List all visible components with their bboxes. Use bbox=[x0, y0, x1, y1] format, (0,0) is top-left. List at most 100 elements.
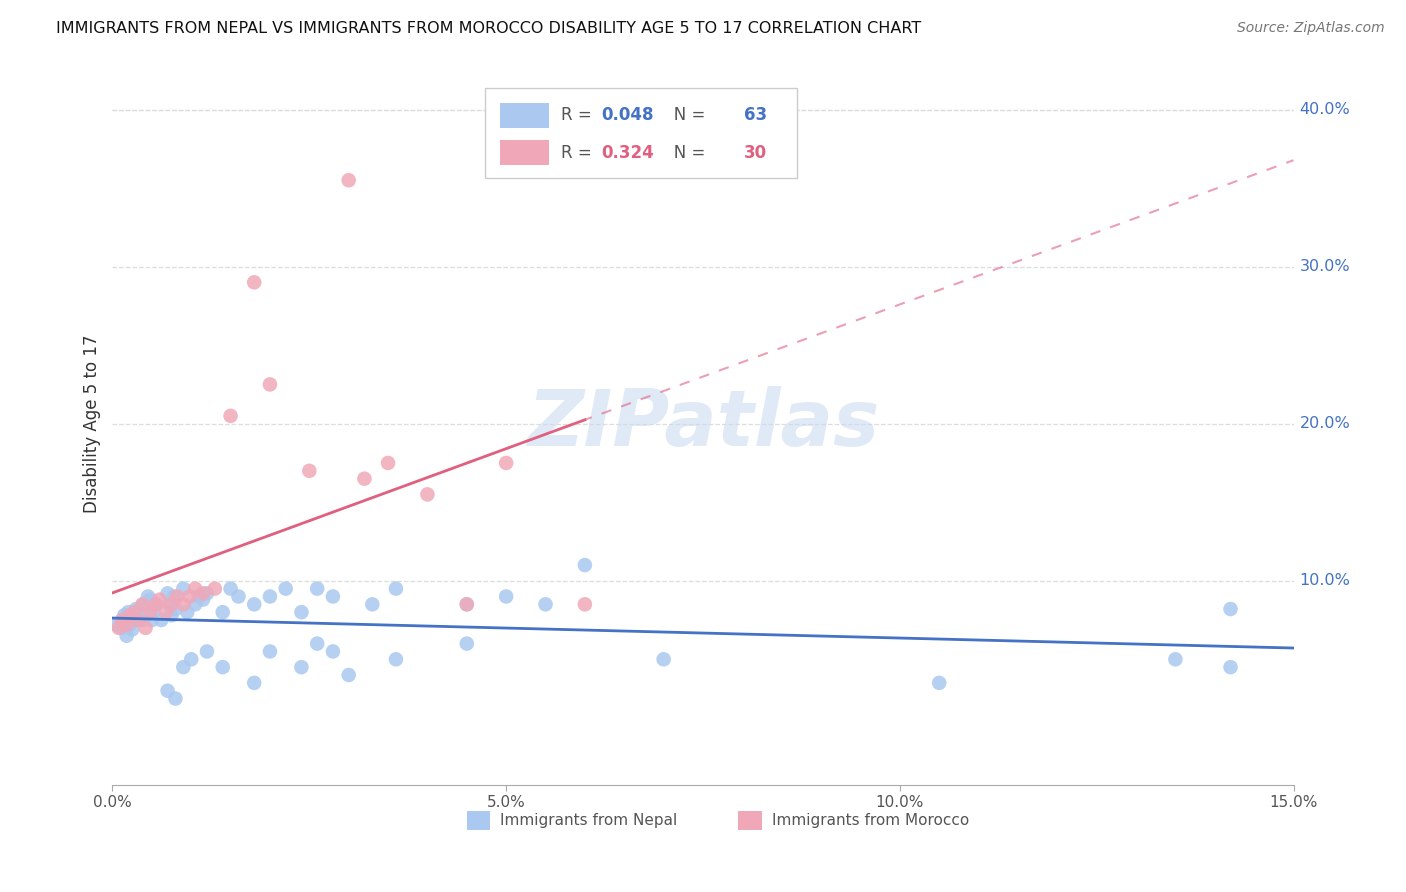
Point bbox=[129, 608, 152, 623]
Point bbox=[124, 605, 146, 619]
Point bbox=[259, 377, 281, 392]
Point bbox=[149, 592, 172, 607]
Point bbox=[184, 598, 207, 612]
Point bbox=[385, 582, 408, 596]
Point bbox=[228, 590, 250, 604]
Point bbox=[155, 605, 177, 619]
Point bbox=[145, 598, 167, 612]
Point bbox=[115, 629, 138, 643]
Point bbox=[456, 598, 478, 612]
Point bbox=[117, 605, 139, 619]
Text: 30.0%: 30.0% bbox=[1299, 260, 1350, 274]
Point bbox=[259, 590, 281, 604]
Point bbox=[1164, 652, 1187, 666]
Text: Immigrants from Nepal: Immigrants from Nepal bbox=[501, 813, 678, 828]
Point bbox=[337, 668, 360, 682]
Point bbox=[259, 644, 281, 658]
Point bbox=[322, 590, 344, 604]
Point bbox=[165, 602, 187, 616]
Point bbox=[188, 590, 211, 604]
Point bbox=[1219, 602, 1241, 616]
Point bbox=[118, 617, 141, 632]
Text: 40.0%: 40.0% bbox=[1299, 102, 1350, 117]
Point bbox=[1219, 660, 1241, 674]
Point bbox=[495, 590, 517, 604]
Point bbox=[574, 598, 596, 612]
Point bbox=[172, 582, 194, 596]
Point bbox=[322, 644, 344, 658]
Text: 10.0%: 10.0% bbox=[1299, 574, 1350, 588]
Text: 0.324: 0.324 bbox=[602, 144, 654, 161]
Bar bbox=[738, 811, 762, 830]
Point bbox=[124, 613, 146, 627]
Point bbox=[142, 605, 165, 619]
Point bbox=[132, 598, 155, 612]
Point bbox=[456, 637, 478, 651]
Text: 30: 30 bbox=[744, 144, 768, 161]
Text: N =: N = bbox=[658, 144, 711, 161]
Point bbox=[165, 691, 187, 706]
Point bbox=[127, 613, 149, 627]
Point bbox=[385, 652, 408, 666]
Point bbox=[307, 637, 329, 651]
Point bbox=[160, 598, 183, 612]
Point bbox=[157, 598, 180, 612]
Point bbox=[204, 582, 226, 596]
Point bbox=[495, 456, 517, 470]
Point bbox=[176, 605, 198, 619]
Point bbox=[337, 173, 360, 187]
Point bbox=[141, 613, 163, 627]
Point bbox=[150, 613, 173, 627]
Point bbox=[180, 652, 202, 666]
Point bbox=[195, 644, 218, 658]
Point bbox=[274, 582, 297, 596]
Point bbox=[219, 409, 242, 423]
Point bbox=[139, 605, 162, 619]
Text: Source: ZipAtlas.com: Source: ZipAtlas.com bbox=[1237, 21, 1385, 35]
Point bbox=[131, 613, 153, 627]
Point bbox=[377, 456, 399, 470]
Text: ZIPatlas: ZIPatlas bbox=[527, 385, 879, 462]
Point bbox=[139, 592, 162, 607]
Point bbox=[145, 598, 167, 612]
Text: 63: 63 bbox=[744, 106, 768, 124]
Point bbox=[353, 472, 375, 486]
Point bbox=[574, 558, 596, 572]
Text: 0.048: 0.048 bbox=[602, 106, 654, 124]
Point bbox=[191, 592, 214, 607]
Point bbox=[652, 652, 675, 666]
Bar bbox=[467, 811, 491, 830]
Point bbox=[105, 617, 128, 632]
Point bbox=[125, 602, 148, 616]
Point bbox=[136, 590, 159, 604]
Point bbox=[307, 582, 329, 596]
Text: IMMIGRANTS FROM NEPAL VS IMMIGRANTS FROM MOROCCO DISABILITY AGE 5 TO 17 CORRELAT: IMMIGRANTS FROM NEPAL VS IMMIGRANTS FROM… bbox=[56, 21, 921, 36]
Point bbox=[298, 464, 321, 478]
Point bbox=[184, 582, 207, 596]
Point bbox=[118, 608, 141, 623]
Point bbox=[112, 608, 135, 623]
Point bbox=[179, 590, 201, 604]
Point bbox=[121, 623, 143, 637]
Point bbox=[290, 660, 312, 674]
Point bbox=[115, 617, 138, 632]
FancyBboxPatch shape bbox=[485, 87, 797, 178]
Point bbox=[219, 582, 242, 596]
Point bbox=[166, 590, 188, 604]
Point bbox=[163, 590, 186, 604]
Point bbox=[160, 608, 183, 623]
Bar bbox=[501, 140, 550, 165]
Point bbox=[534, 598, 557, 612]
Point bbox=[107, 621, 129, 635]
Point bbox=[156, 683, 179, 698]
Point bbox=[172, 598, 194, 612]
Point bbox=[131, 598, 153, 612]
Point bbox=[290, 605, 312, 619]
Point bbox=[211, 605, 233, 619]
Point bbox=[928, 676, 950, 690]
Point bbox=[111, 613, 134, 627]
Point bbox=[243, 676, 266, 690]
Point bbox=[456, 598, 478, 612]
Point bbox=[156, 586, 179, 600]
Point bbox=[172, 660, 194, 674]
